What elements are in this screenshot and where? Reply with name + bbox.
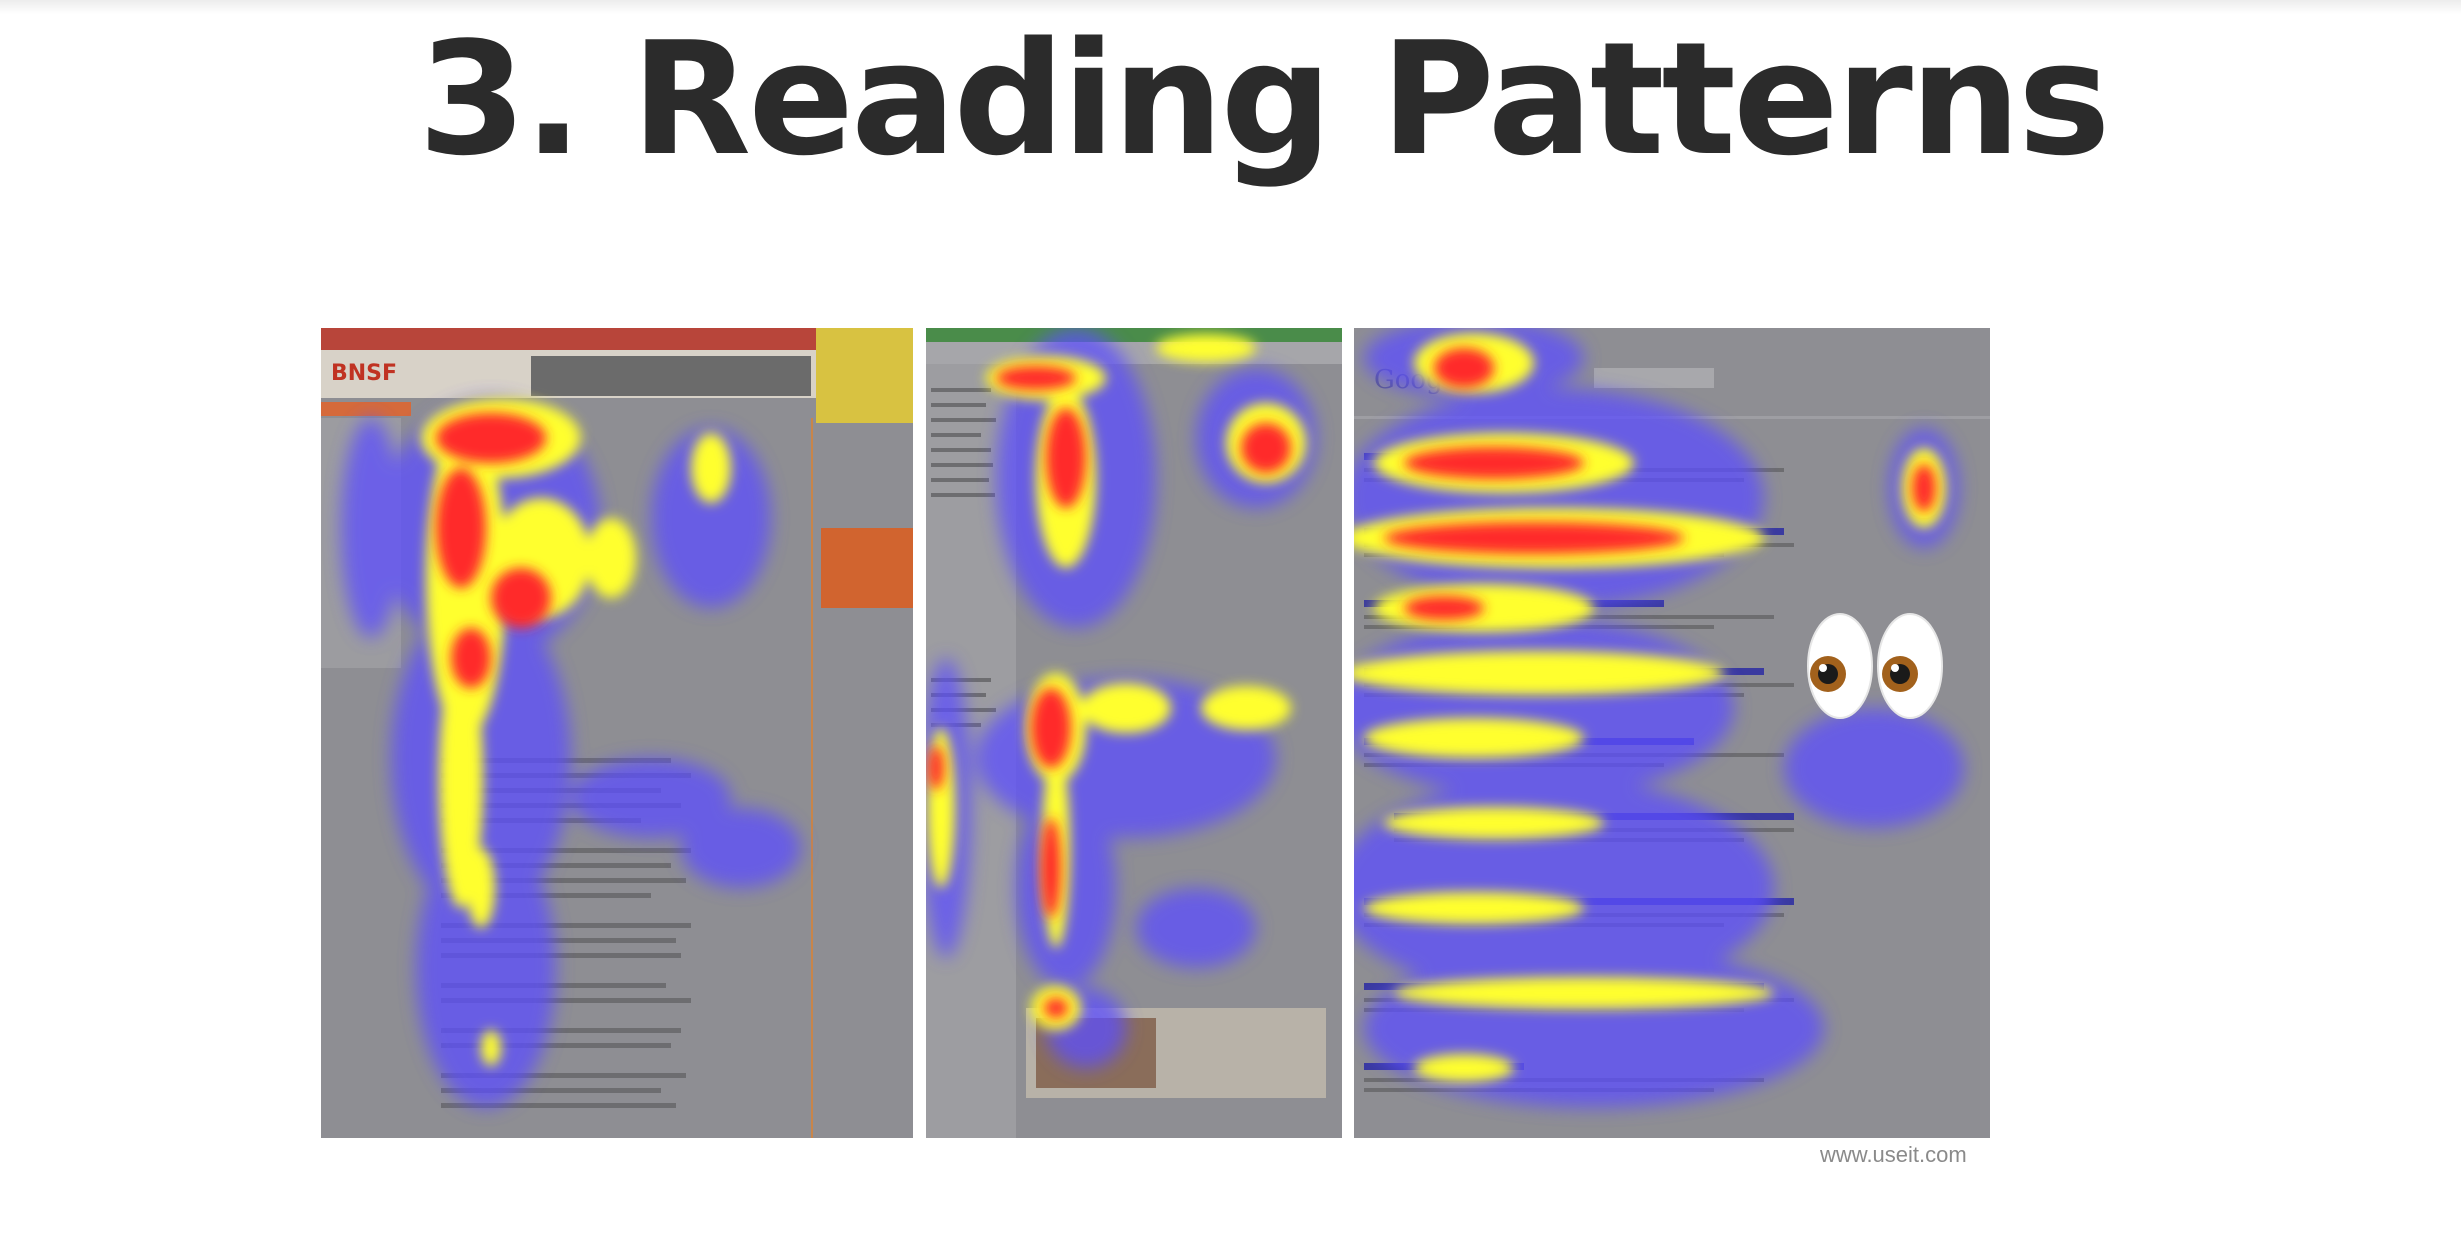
heatmap-image-search: Goog — [1354, 328, 1990, 1138]
heatmap-image-corporate: BNSF — [321, 328, 913, 1138]
heatmap-panel-ecommerce-site — [926, 328, 1342, 1138]
source-credit: www.useit.com — [1820, 1142, 1967, 1167]
heatmap-panel-corporate-site: BNSF — [321, 328, 913, 1138]
window-top-edge — [0, 0, 2461, 14]
heatmap-panel-search-results: Goog — [1354, 328, 1990, 1138]
heatmap-image-ecommerce — [926, 328, 1342, 1138]
slide-title: 3. Reading Patterns — [418, 8, 2111, 190]
eyes-icon — [1800, 606, 1950, 726]
svg-text:BNSF: BNSF — [331, 361, 397, 386]
